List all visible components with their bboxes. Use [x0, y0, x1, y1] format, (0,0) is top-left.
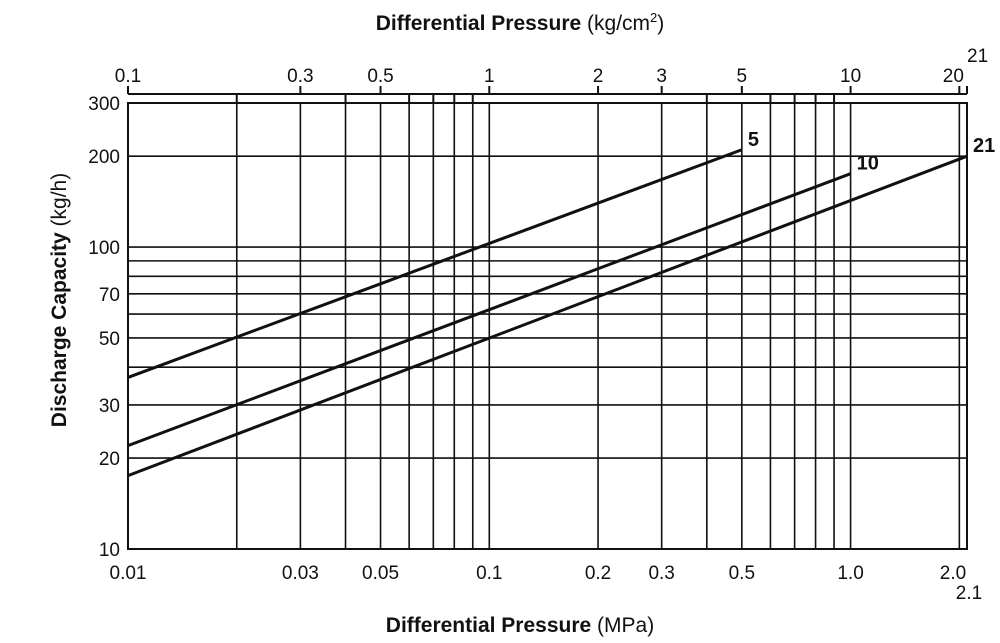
series-line-10 — [127, 172, 852, 448]
x-axis-tick-labels: 0.01 0.03 0.05 0.1 0.2 0.3 0.5 1.0 2.02.1 — [110, 563, 983, 604]
plot-frame — [127, 102, 968, 550]
y-axis-tick-labels: 10 20 30 50 70 100 200 300 — [88, 94, 120, 561]
series-line-21 — [127, 154, 968, 478]
top-axis-tick-label: 10 — [840, 66, 861, 87]
top-axis-tick-label: 0.5 — [367, 66, 393, 87]
top-axis-tick-label: 3 — [656, 66, 667, 87]
x-axis-tick-label: 0.03 — [282, 563, 319, 584]
x-axis-tick-label: 0.1 — [476, 563, 502, 584]
series-label-21: 21 — [973, 135, 995, 157]
series-label-10: 10 — [857, 153, 879, 175]
series-label-5: 5 — [748, 129, 759, 151]
x-axis-tick-label: 0.5 — [729, 563, 755, 584]
y-axis-tick-label: 10 — [99, 540, 120, 561]
y-axis-tick-label: 30 — [99, 396, 120, 417]
y-axis-tick-label: 100 — [88, 238, 120, 259]
top-axis-tick-label: 5 — [737, 66, 748, 87]
x-axis-title: Differential Pressure (MPa) — [386, 614, 654, 637]
series-labels: 5 10 21 — [748, 129, 995, 175]
top-axis-tick-label: 0.1 — [115, 66, 141, 87]
series-lines — [127, 148, 968, 478]
y-axis-tick-label: 50 — [99, 329, 120, 350]
y-axis-tick-label: 20 — [99, 449, 120, 470]
y-axis-tick-label: 200 — [88, 147, 120, 168]
top-axis-title: Differential Pressure (kg/cm2) — [376, 10, 665, 35]
top-axis-tick-label: 20 — [943, 66, 964, 87]
x-axis-tick-label: 0.2 — [585, 563, 611, 584]
y-axis-tick-label: 70 — [99, 285, 120, 306]
x-axis-tick-label: 2.1 — [956, 583, 982, 604]
x-axis-tick-label: 1.0 — [837, 563, 863, 584]
y-axis-tick-label: 300 — [88, 94, 120, 115]
top-axis-tick-label: 2 — [593, 66, 604, 87]
series-line-5 — [127, 148, 743, 379]
x-axis-tick-label: 2.0 — [940, 563, 966, 584]
top-axis-ticks — [127, 86, 968, 102]
top-axis-tick-label: 21 — [967, 46, 988, 67]
top-axis-tick-label: 1 — [484, 66, 495, 87]
x-axis-tick-label: 0.01 — [110, 563, 147, 584]
x-axis-tick-label: 0.3 — [648, 563, 674, 584]
plot-grid — [128, 102, 968, 549]
x-axis-tick-label: 0.05 — [362, 563, 399, 584]
top-axis-tick-label: 0.3 — [287, 66, 313, 87]
y-axis-title: Discharge Capacity (kg/h) — [48, 173, 71, 427]
